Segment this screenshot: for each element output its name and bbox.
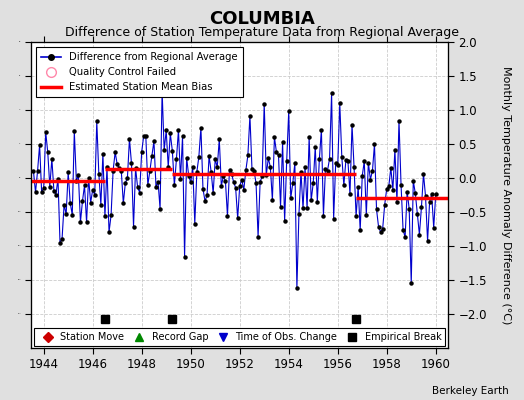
Text: COLUMBIA: COLUMBIA: [209, 10, 315, 28]
Y-axis label: Monthly Temperature Anomaly Difference (°C): Monthly Temperature Anomaly Difference (…: [501, 66, 511, 324]
Text: Berkeley Earth: Berkeley Earth: [432, 386, 508, 396]
Legend: Station Move, Record Gap, Time of Obs. Change, Empirical Break: Station Move, Record Gap, Time of Obs. C…: [34, 328, 445, 346]
Text: Difference of Station Temperature Data from Regional Average: Difference of Station Temperature Data f…: [65, 26, 459, 39]
